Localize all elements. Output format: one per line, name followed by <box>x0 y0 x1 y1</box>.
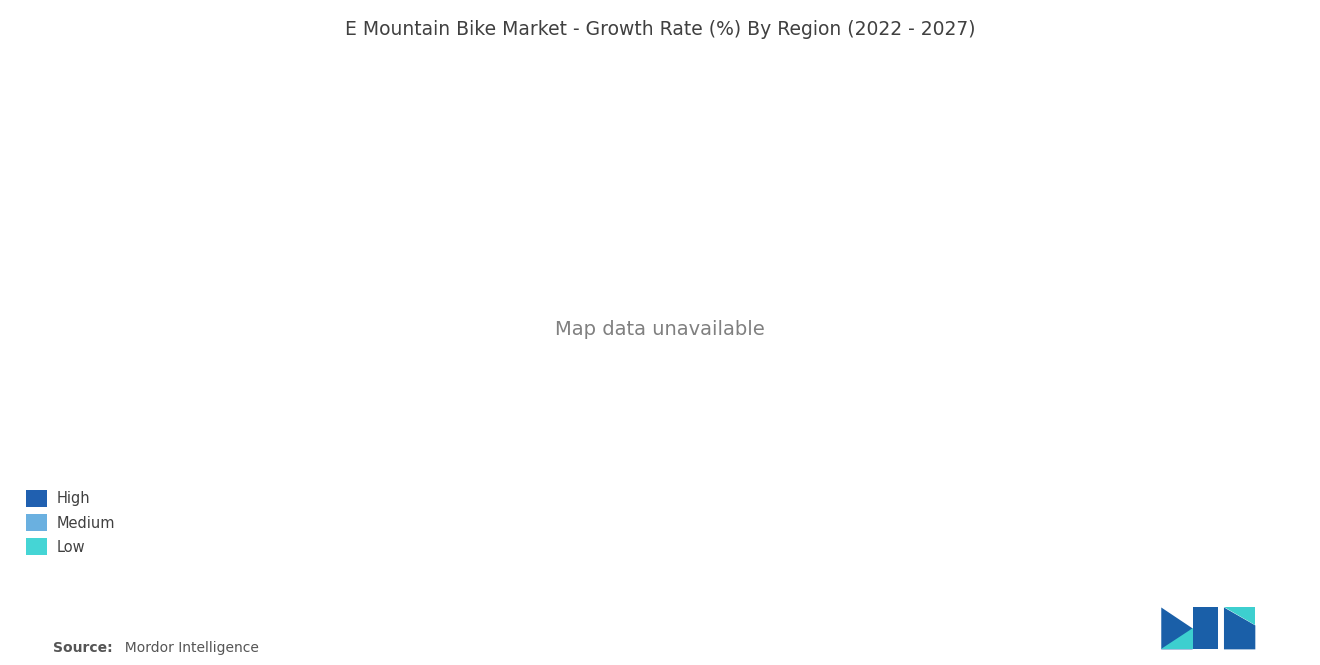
Text: Source:: Source: <box>53 641 112 655</box>
Polygon shape <box>1224 608 1255 649</box>
Text: Map data unavailable: Map data unavailable <box>556 320 764 338</box>
Polygon shape <box>1162 628 1193 649</box>
Polygon shape <box>1193 608 1217 649</box>
Text: E Mountain Bike Market - Growth Rate (%) By Region (2022 - 2027): E Mountain Bike Market - Growth Rate (%)… <box>345 20 975 39</box>
Polygon shape <box>1224 608 1255 625</box>
Polygon shape <box>1162 608 1193 649</box>
Text: Mordor Intelligence: Mordor Intelligence <box>116 641 259 655</box>
Legend: High, Medium, Low: High, Medium, Low <box>21 484 121 561</box>
